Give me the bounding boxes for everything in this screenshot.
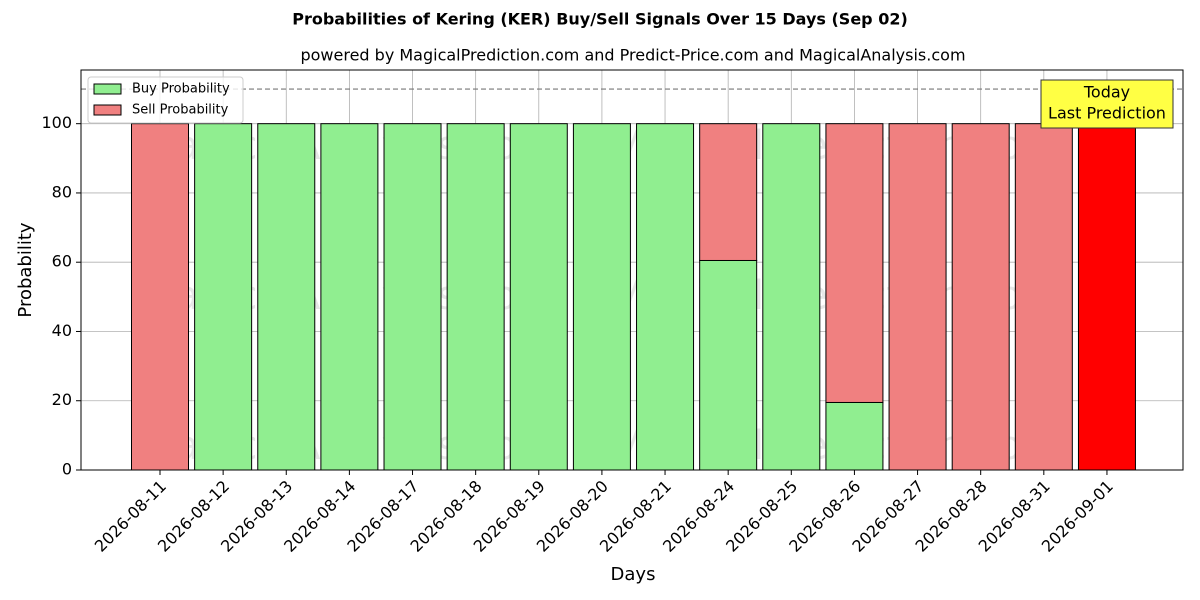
bar-segment (699, 123, 758, 261)
y-tick-label: 40 (52, 321, 72, 340)
legend-swatch (93, 104, 122, 116)
bar-segment (509, 123, 568, 471)
bar-segment (825, 401, 884, 471)
bar-segment (699, 259, 758, 471)
chart-subtitle: powered by MagicalPrediction.com and Pre… (300, 46, 965, 65)
bar-segment (131, 123, 189, 471)
plot-frame (80, 69, 1184, 471)
bar-segment (825, 123, 884, 403)
x-axis-label: Days (611, 564, 656, 585)
bar-segment (194, 123, 253, 471)
y-tick-label: 0 (62, 460, 72, 479)
legend-box (87, 76, 244, 124)
chart-title: Probabilities of Kering (KER) Buy/Sell S… (292, 10, 908, 29)
y-tick-label: 80 (52, 182, 72, 201)
annotation-text: Today (1083, 83, 1130, 102)
bar-segment (572, 123, 631, 471)
y-axis-label: Probability (15, 222, 36, 317)
y-tick-label: 60 (52, 252, 72, 271)
bar-segment (762, 123, 821, 471)
bar-segment (951, 123, 1010, 471)
legend-label: Sell Probability (132, 103, 229, 118)
bar-segment (257, 123, 316, 471)
legend-swatch (93, 83, 122, 95)
bar-segment (888, 123, 947, 471)
annotation-box (1040, 79, 1174, 129)
bar-segment (446, 123, 505, 471)
bar-segment (320, 123, 379, 471)
annotation-text: Last Prediction (1048, 104, 1166, 123)
bar-segment (1014, 123, 1073, 471)
bar-segment (1077, 123, 1136, 471)
y-tick-label: 20 (52, 390, 72, 409)
bar-segment (636, 123, 695, 471)
y-tick-label: 100 (41, 113, 72, 132)
legend-label: Buy Probability (132, 82, 230, 97)
bar-segment (383, 123, 442, 471)
